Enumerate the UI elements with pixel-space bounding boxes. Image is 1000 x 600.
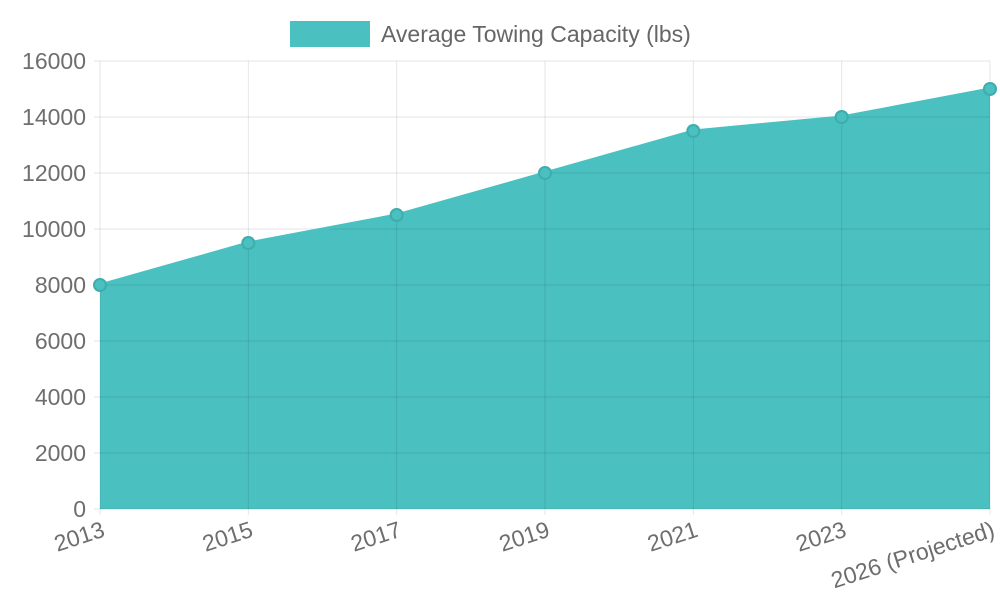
data-point-marker [686,124,701,138]
y-axis-tick-label: 4000 [35,384,86,410]
data-point-marker [241,236,256,250]
legend-swatch [290,21,370,47]
legend-item[interactable]: Average Towing Capacity (lbs) [290,21,691,47]
y-axis-tick-label: 12000 [22,160,86,186]
y-axis-tick-label: 6000 [35,328,86,354]
x-axis-tick-label: 2019 [496,516,553,557]
legend-label: Average Towing Capacity (lbs) [381,21,691,47]
x-axis-tick-label: 2021 [644,516,701,557]
data-point-marker [834,110,849,124]
data-point-marker [93,278,107,292]
y-axis-tick-label: 8000 [35,272,86,298]
y-axis-tick-label: 10000 [22,216,86,242]
data-point-marker [983,82,997,96]
y-axis-tick-label: 14000 [22,104,86,130]
y-axis-tick-label: 0 [73,496,86,522]
series-area-fill [100,89,990,509]
data-point-marker [538,166,552,180]
y-axis-tick-label: 16000 [22,48,86,74]
x-axis-tick-label: 2013 [51,516,108,557]
x-axis-tick-label: 2023 [793,516,850,557]
x-axis-tick-label: 2017 [348,516,405,557]
x-axis-tick-label: 2026 (Projected) [828,516,998,593]
data-point-marker [389,208,404,222]
x-axis-tick-label: 2015 [199,516,256,557]
y-axis-tick-label: 2000 [35,440,86,466]
